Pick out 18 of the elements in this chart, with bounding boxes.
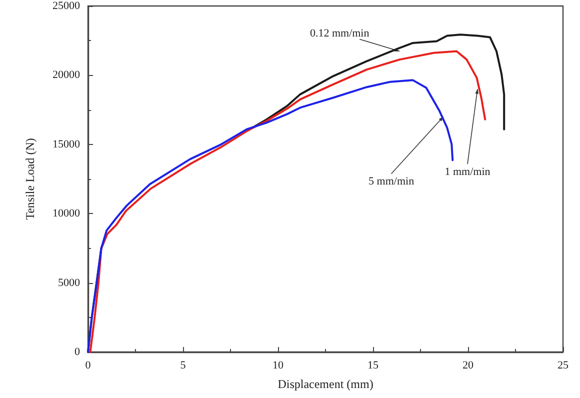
x-tick-label: 25 (558, 360, 569, 372)
line-series (87, 79, 454, 353)
y-tick-label: 15000 (52, 138, 80, 150)
annotation: 1 mm/min (444, 166, 491, 178)
x-tick-label: 5 (180, 360, 186, 372)
x-tick-label: 15 (368, 360, 379, 372)
y-tick-label: 5000 (58, 276, 80, 289)
x-tick-label: 0 (85, 360, 92, 372)
y-tick-label: 20000 (52, 69, 80, 82)
x-axis-title: Displacement (mm) (278, 377, 374, 391)
annotation: 0.12 mm/min (310, 27, 370, 40)
y-axis-title: Tensile Load (N) (23, 138, 37, 220)
annotation: 5 mm/min (368, 176, 415, 188)
y-tick-label: 0 (74, 346, 80, 358)
x-tick-label: 10 (272, 360, 284, 372)
x-tick-label: 20 (462, 360, 474, 372)
y-tick-label: 10000 (52, 208, 80, 220)
y-tick-label: 25000 (52, 0, 80, 12)
